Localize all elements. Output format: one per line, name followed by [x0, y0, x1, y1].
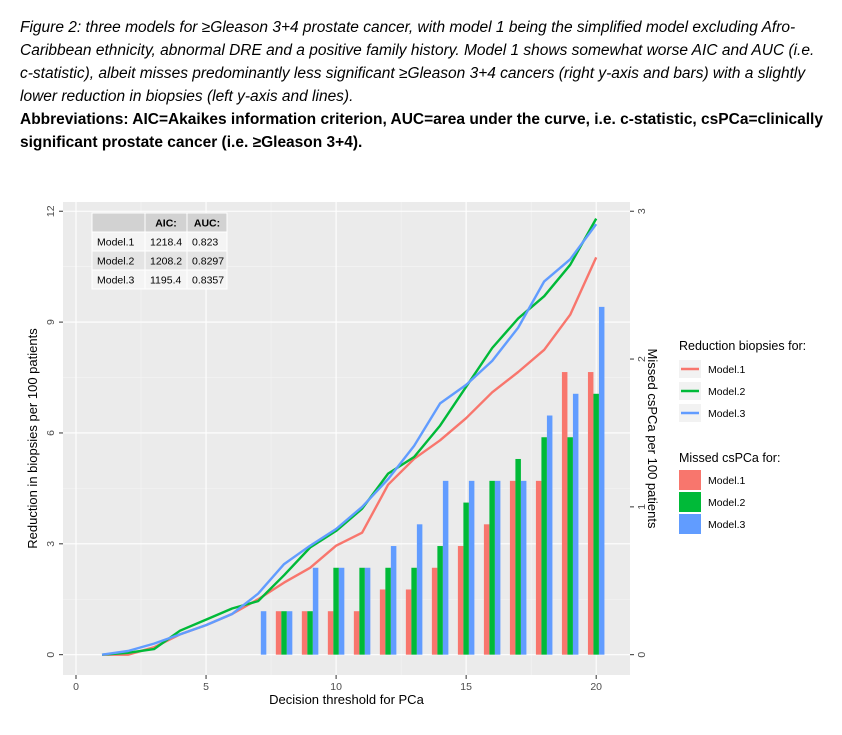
table-text: 1218.4 — [150, 237, 182, 249]
bar-model-2 — [281, 611, 287, 655]
line-model-2 — [101, 218, 598, 656]
bar-model-3 — [546, 415, 553, 655]
bar-model-2 — [307, 611, 313, 655]
bar-model-1 — [327, 611, 334, 655]
legend-line-label: Model.1 — [708, 364, 746, 376]
bar-model-3 — [312, 567, 319, 655]
bar-model-3 — [468, 480, 475, 655]
bar-model-3 — [572, 393, 579, 655]
legend-lines-title: Reduction biopsies for: — [679, 339, 806, 353]
legend-bar-key — [679, 514, 701, 534]
y-tick-label: 6 — [45, 430, 57, 436]
bar-model-2 — [359, 567, 365, 655]
x-tick-label: 20 — [590, 681, 602, 693]
legend-bar-key — [679, 492, 701, 512]
x-axis-title: Decision threshold for PCa — [269, 692, 424, 707]
legend-bars-title: Missed csPCa for: — [679, 451, 780, 465]
legend-bar-label: Model.3 — [708, 519, 746, 531]
bar-model-3 — [598, 306, 605, 655]
bar-model-3 — [260, 611, 267, 655]
bar-model-2 — [333, 567, 339, 655]
bar-model-1 — [587, 372, 594, 655]
table-text: 1208.2 — [150, 256, 182, 268]
table-text: AUC: — [194, 218, 220, 230]
line-model-3 — [101, 223, 598, 656]
x-tick-label: 0 — [73, 681, 79, 693]
table-text: 1195.4 — [150, 275, 181, 287]
table-text: Model.2 — [97, 256, 135, 268]
table-text: AIC: — [155, 218, 177, 230]
y-axis-title: Reduction in biopsies per 100 patients — [25, 328, 40, 549]
table-text: Model.3 — [97, 275, 135, 287]
bar-model-1 — [353, 611, 360, 655]
bar-model-2 — [437, 546, 443, 655]
y2-tick-label: 1 — [636, 504, 648, 510]
y2-axis-title: Missed csPCa per 100 patients — [645, 349, 660, 529]
bar-model-1 — [405, 589, 412, 655]
bar-model-1 — [509, 480, 516, 655]
bar-model-1 — [379, 589, 386, 655]
bar-model-2 — [541, 437, 547, 655]
bar-model-2 — [567, 437, 573, 655]
table-text: 0.823 — [192, 237, 218, 249]
y2-tick-label: 0 — [636, 652, 648, 658]
bar-model-3 — [520, 480, 527, 655]
legend-bar-key — [679, 470, 701, 490]
legend-line-label: Model.2 — [708, 386, 746, 398]
bar-model-2 — [463, 502, 469, 655]
bar-model-1 — [483, 524, 490, 655]
caption-text: Figure 2: three models for ≥Gleason 3+4 … — [20, 19, 815, 105]
bar-model-1 — [275, 611, 282, 655]
table-cell — [91, 212, 146, 233]
bar-model-2 — [411, 567, 417, 655]
bar-model-1 — [561, 372, 568, 655]
legend-bar-label: Model.2 — [708, 497, 746, 509]
y2-tick-label: 3 — [636, 208, 648, 214]
figure-caption: Figure 2: three models for ≥Gleason 3+4 … — [20, 16, 830, 154]
y-tick-label: 0 — [45, 652, 57, 658]
legend-line-label: Model.3 — [708, 408, 746, 420]
bar-model-3 — [442, 480, 449, 655]
legend-bar-label: Model.1 — [708, 475, 746, 487]
table-cell — [186, 269, 228, 290]
bar-model-2 — [385, 567, 391, 655]
bar-model-3 — [338, 567, 345, 655]
table-text: 0.8297 — [192, 256, 224, 268]
y2-tick-label: 2 — [636, 356, 648, 362]
bar-model-1 — [535, 480, 542, 655]
table-text: 0.8357 — [192, 275, 224, 287]
bar-model-3 — [494, 480, 501, 655]
bar-model-3 — [364, 567, 371, 655]
x-tick-label: 10 — [330, 681, 342, 693]
bar-model-2 — [489, 480, 495, 655]
bar-model-2 — [515, 458, 521, 655]
x-tick-label: 15 — [460, 681, 472, 693]
abbreviations-text: Abbreviations: AIC=Akaikes information c… — [20, 111, 823, 151]
x-tick-label: 5 — [203, 681, 209, 693]
bar-model-3 — [416, 524, 423, 655]
y-tick-label: 9 — [45, 319, 57, 325]
bar-model-1 — [431, 567, 438, 655]
table-text: Model.1 — [97, 237, 135, 249]
bar-model-3 — [390, 546, 397, 655]
y-tick-label: 12 — [45, 205, 57, 217]
bar-model-3 — [286, 611, 293, 655]
bar-model-1 — [457, 546, 464, 655]
y-tick-label: 3 — [45, 541, 57, 547]
bar-model-1 — [301, 611, 308, 655]
bar-model-2 — [593, 393, 599, 655]
